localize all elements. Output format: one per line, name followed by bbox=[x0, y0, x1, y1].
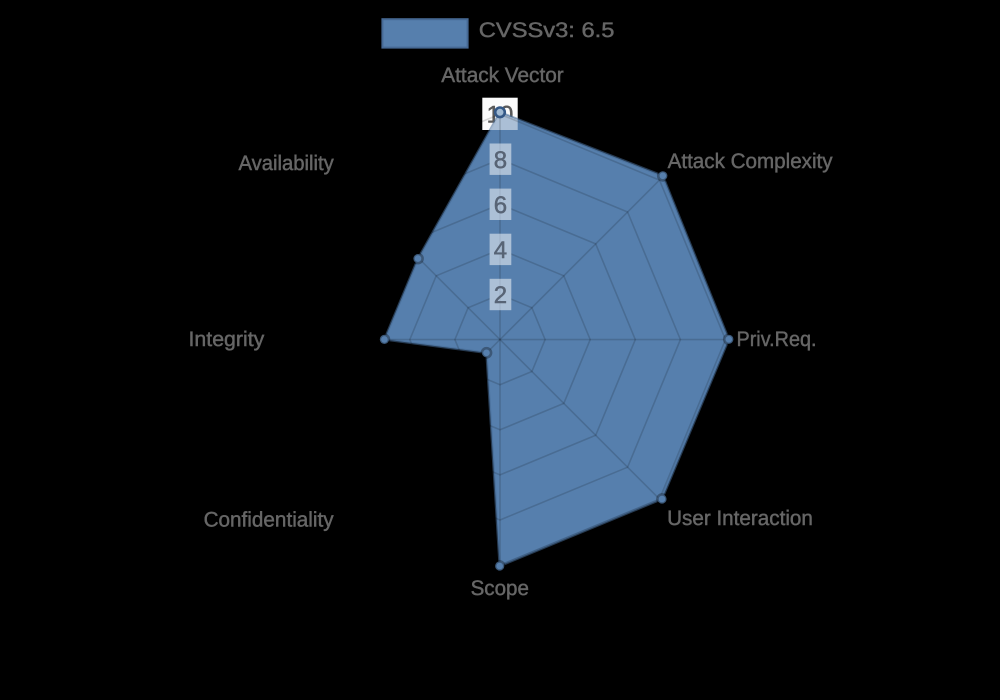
svg-text:Attack Vector: Attack Vector bbox=[441, 64, 563, 87]
svg-text:Scope: Scope bbox=[471, 577, 529, 600]
svg-text:User Interaction: User Interaction bbox=[667, 507, 813, 530]
svg-text:6: 6 bbox=[494, 192, 507, 219]
svg-text:Confidentiality: Confidentiality bbox=[204, 509, 334, 532]
svg-text:Attack Complexity: Attack Complexity bbox=[668, 150, 833, 173]
svg-text:2: 2 bbox=[494, 282, 507, 309]
svg-text:CVSSv3: 6.5: CVSSv3: 6.5 bbox=[479, 19, 615, 42]
svg-text:Priv.Req.: Priv.Req. bbox=[737, 328, 817, 351]
svg-text:8: 8 bbox=[494, 147, 507, 174]
svg-text:4: 4 bbox=[494, 237, 507, 264]
svg-text:Integrity: Integrity bbox=[189, 328, 265, 351]
svg-text:Availability: Availability bbox=[239, 152, 335, 175]
